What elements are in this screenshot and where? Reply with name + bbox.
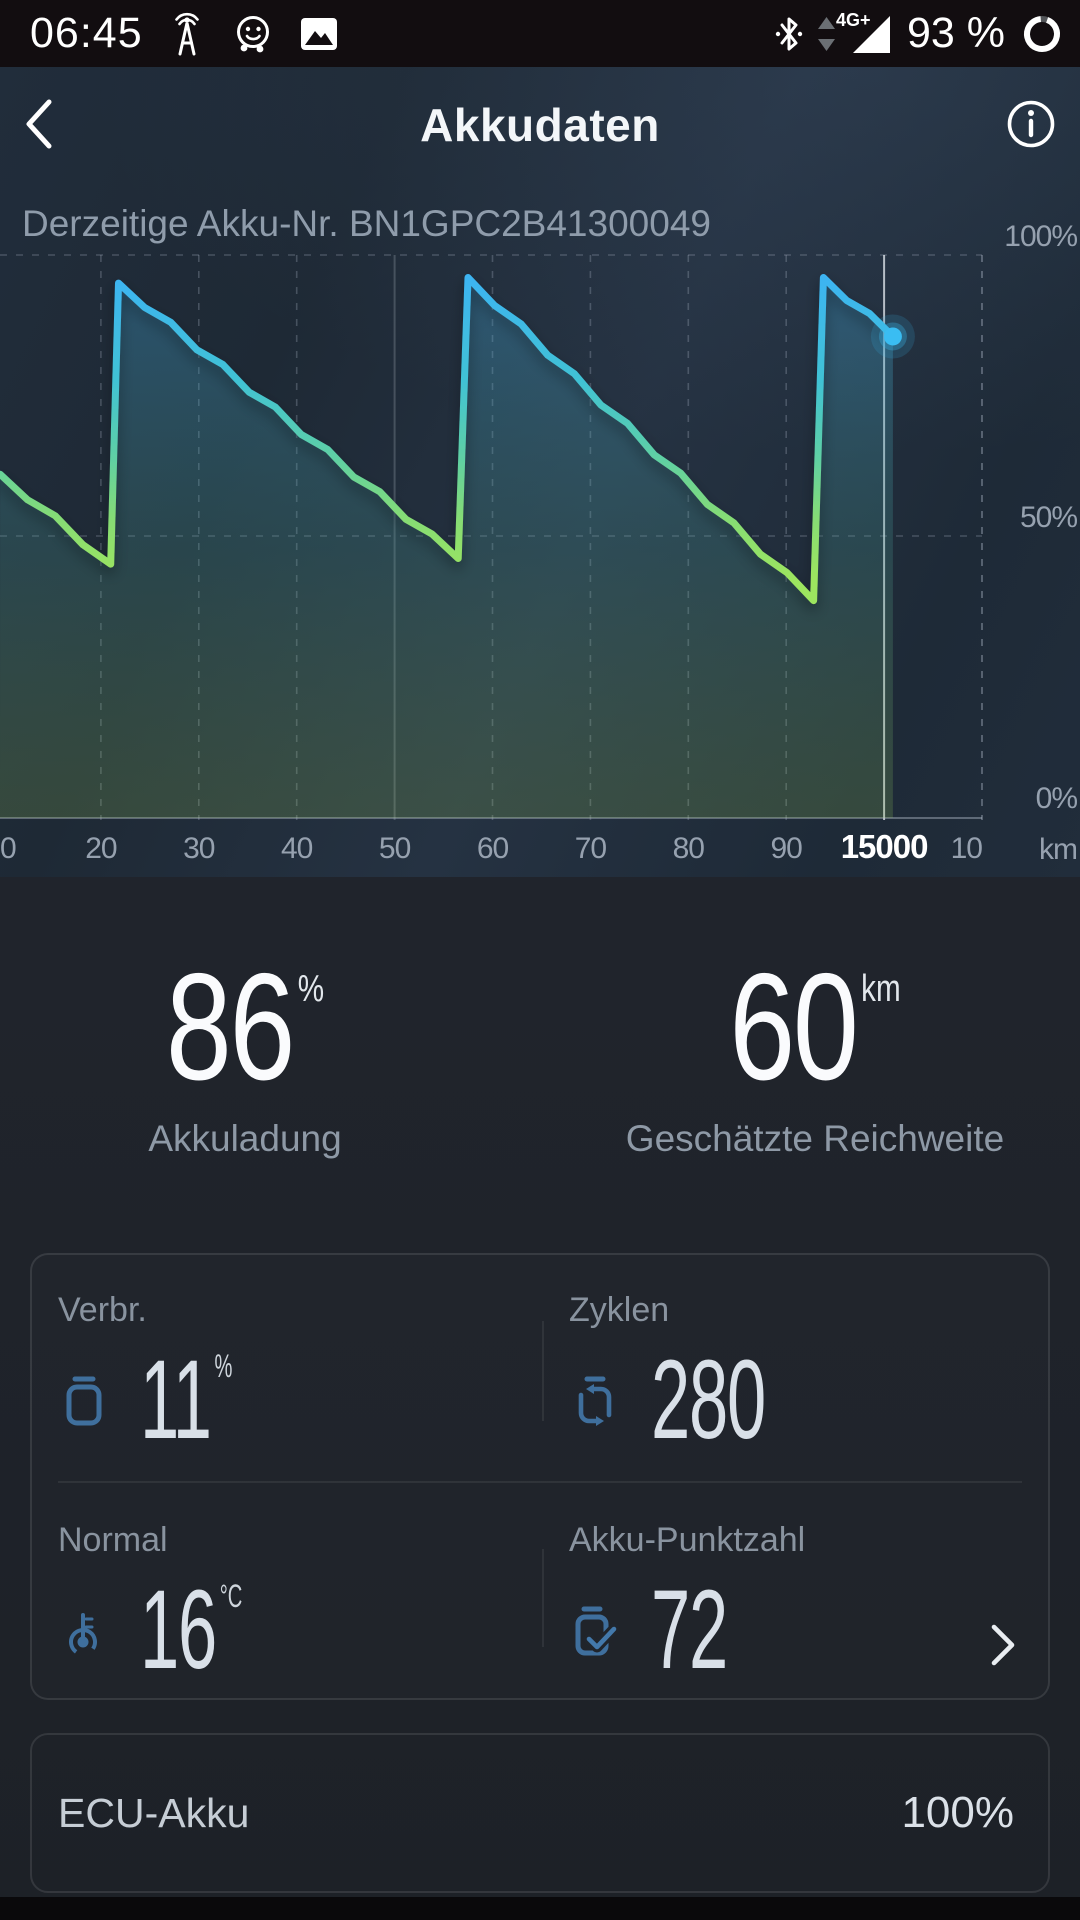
stat-value-row: 11 % [58, 1337, 498, 1462]
waze-icon [236, 15, 269, 52]
app-header: Akkudaten [0, 85, 1080, 165]
thermometer-icon [69, 1613, 97, 1656]
cell-tower-icon [174, 12, 199, 55]
charge-stat: 86 % Akkuladung [55, 942, 435, 1160]
stat-value: 72 [651, 1567, 728, 1692]
stat-battery-score: Akku-Punktzahl 72 [569, 1521, 1009, 1711]
stat-value: 280 [651, 1337, 766, 1462]
network-type-label: 4G+ [835, 9, 871, 30]
stat-value: 11 [140, 1337, 212, 1462]
status-bar: 06:45 [0, 0, 1080, 67]
stat-value-group: 72 [651, 1567, 731, 1692]
gallery-icon [300, 17, 337, 50]
data-transfer-arrows-icon [817, 16, 835, 51]
info-button[interactable] [1004, 97, 1058, 151]
svg-text:60: 60 [477, 832, 509, 865]
range-unit: km [861, 968, 901, 1010]
status-bar-right: 4G+ 93 % [775, 9, 1064, 58]
signal-strength-icon [852, 15, 890, 53]
bluetooth-icon [775, 17, 803, 50]
svg-text:0%: 0% [1036, 782, 1078, 815]
svg-text:50: 50 [379, 832, 411, 865]
chevron-right-icon [991, 1624, 1015, 1666]
charge-unit: % [297, 968, 325, 1010]
stat-value: 16 [140, 1567, 217, 1692]
range-value: 60 [729, 942, 859, 1112]
divider [542, 1321, 544, 1421]
stat-cycles: Zyklen 280 [569, 1291, 1009, 1481]
range-value-group: 60 km [655, 942, 975, 1112]
divider [542, 1549, 544, 1647]
stat-label: Zyklen [569, 1291, 670, 1329]
divider [58, 1481, 1022, 1483]
battery-ring-icon [1024, 15, 1060, 52]
svg-text:90: 90 [771, 832, 803, 865]
stat-value-row: 72 [569, 1567, 1009, 1692]
svg-text:15000: 15000 [841, 828, 928, 865]
back-button[interactable] [18, 95, 60, 153]
battery-check-icon [575, 1606, 620, 1656]
stat-value-group: 11 % [140, 1337, 233, 1462]
network-indicator: 4G+ [836, 10, 892, 55]
charge-value: 86 [165, 942, 296, 1112]
svg-text:80: 80 [673, 832, 705, 865]
stat-label: Akku-Punktzahl [569, 1521, 806, 1559]
battery-history-chart[interactable]: 0 20 30 40 50 60 70 80 90 15000 10 km 100% 50% 0% [0, 200, 1080, 880]
charge-value-group: 86 % [97, 942, 393, 1112]
stat-temperature: Normal 16 °C [58, 1521, 498, 1711]
svg-text:40: 40 [281, 832, 313, 865]
score-detail-button[interactable] [988, 1621, 1018, 1669]
info-icon [1007, 100, 1055, 148]
battery-detail-card: Verbr. 11 % Zyklen [30, 1253, 1050, 1700]
svg-text:10: 10 [951, 832, 983, 865]
stat-unit: °C [219, 1578, 243, 1614]
battery-icon [66, 1376, 102, 1426]
stat-value-group: 16 °C [140, 1567, 243, 1692]
stat-label: Verbr. [58, 1291, 147, 1329]
battery-cycle-icon [578, 1376, 612, 1426]
clock: 06:45 [30, 9, 143, 57]
page-title: Akkudaten [420, 99, 660, 151]
stat-value-group: 280 [651, 1337, 769, 1462]
stat-label: Normal [58, 1521, 168, 1559]
status-bar-left: 06:45 [30, 9, 339, 58]
battery-percent-label: 93 % [906, 9, 1005, 57]
svg-text:100%: 100% [1004, 220, 1077, 253]
charge-label: Akkuladung [148, 1118, 342, 1159]
navigation-bar [0, 1897, 1080, 1920]
battery-data-panel: Akkudaten Derzeitige Akku-Nr. BN1GPC2B41… [0, 67, 1080, 877]
svg-text:0: 0 [0, 832, 16, 865]
svg-text:50%: 50% [1020, 501, 1077, 534]
range-stat: 60 km Geschätzte Reichweite [610, 942, 1020, 1160]
stat-value-row: 280 [569, 1337, 1009, 1462]
ecu-label: ECU-Akku [58, 1789, 250, 1836]
back-chevron-icon [26, 99, 52, 149]
stat-consumption: Verbr. 11 % [58, 1291, 498, 1481]
stat-value-row: 16 °C [58, 1567, 498, 1692]
range-label: Geschätzte Reichweite [625, 1118, 1005, 1159]
svg-text:20: 20 [85, 832, 117, 865]
battery-serial-label: Derzeitige Akku-Nr. BN1GPC2B41300049 [22, 203, 711, 244]
stat-unit: % [214, 1348, 233, 1384]
ecu-battery-card: ECU-Akku 100% [30, 1733, 1050, 1893]
svg-text:km: km [1039, 833, 1077, 866]
svg-text:30: 30 [183, 832, 215, 865]
ecu-value: 100% [901, 1788, 1014, 1837]
svg-text:70: 70 [575, 832, 607, 865]
